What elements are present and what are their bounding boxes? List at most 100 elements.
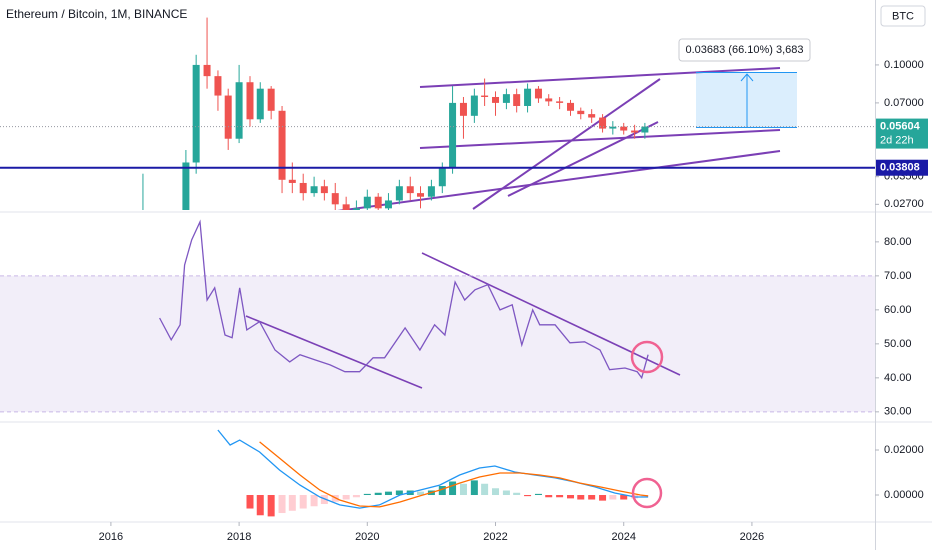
histogram-bar (492, 488, 500, 496)
rsi-line (159, 219, 649, 380)
candle-body (427, 186, 435, 197)
candle-body (459, 102, 467, 116)
highlight-circle (631, 477, 663, 509)
price-drawings (337, 67, 781, 210)
y-tick-label: 0.07000 (884, 97, 924, 109)
candle-body (567, 102, 575, 111)
candle-body (342, 204, 350, 210)
last-price-box (876, 118, 928, 149)
y-tick-label: 70.00 (884, 270, 912, 282)
candle-body (577, 110, 585, 115)
x-tick-label: 2022 (483, 531, 507, 543)
x-tick-label: 2016 (99, 531, 123, 543)
measure-arrowhead (740, 73, 754, 82)
trend-line (419, 67, 781, 88)
horizontal-line-label: 0.03808 (880, 162, 920, 174)
candle-body (406, 186, 414, 194)
histogram-bar (320, 495, 328, 505)
trend-line (419, 129, 781, 149)
histogram-bar (470, 480, 478, 496)
candle-body (438, 167, 446, 187)
histogram-bar (342, 495, 350, 500)
y-tick-label: 0.10000 (884, 59, 924, 71)
measure-label-box (678, 38, 811, 62)
y-tick-label: 0.00000 (884, 489, 924, 501)
histogram-bar (246, 495, 254, 509)
histogram-bar (363, 493, 371, 496)
currency-box[interactable] (880, 5, 926, 27)
histogram-bar (288, 495, 296, 511)
candle-body (588, 114, 596, 118)
candle-body (320, 186, 328, 194)
rsi-band (0, 275, 875, 412)
histogram-bar (299, 495, 307, 509)
histogram-bar (481, 483, 489, 496)
candle-body (641, 126, 649, 133)
histogram-bar (567, 495, 575, 499)
x-tick-label: 2026 (740, 531, 764, 543)
candle-body (310, 186, 318, 194)
histogram-bar (502, 490, 510, 496)
histogram-bar (374, 492, 382, 496)
y-tick-label: 30.00 (884, 406, 912, 418)
y-tick-label: 50.00 (884, 338, 912, 350)
histogram-bar (577, 495, 585, 500)
currency-label[interactable]: BTC (892, 10, 914, 22)
candle-body (417, 193, 425, 197)
histogram-bar (459, 483, 467, 496)
y-tick-label: 0.02000 (884, 444, 924, 456)
rsi-drawings (245, 252, 681, 389)
candle-body (331, 193, 339, 205)
candle-body (214, 76, 222, 96)
histogram-bar (556, 495, 564, 498)
candle-body (449, 102, 457, 168)
candle-body (246, 82, 254, 120)
candle-body (235, 82, 243, 139)
candle-body (609, 126, 617, 129)
candle-body (192, 64, 200, 163)
candle-body (395, 186, 403, 201)
highlight-circle (630, 340, 664, 374)
candle-body (256, 88, 264, 120)
candles (142, 17, 649, 210)
candle-body (470, 95, 478, 116)
x-tick-label: 2024 (611, 531, 635, 543)
histogram-bar (620, 495, 628, 500)
y-tick-label: 60.00 (884, 304, 912, 316)
candle-body (481, 95, 489, 97)
measure-label: 0.03683 (66.10%) 3,683 (685, 44, 803, 56)
y-tick-label: 80.00 (884, 236, 912, 248)
candle-body (513, 94, 521, 106)
candle-body (299, 182, 307, 194)
candle-body (384, 200, 392, 209)
rsi-trend-line (245, 315, 423, 389)
histogram-bar (310, 495, 318, 507)
candle-body (374, 196, 382, 209)
rsi-trend-line (421, 252, 681, 376)
histogram-bar (267, 495, 275, 517)
candle-body (267, 88, 275, 111)
histogram-bar (599, 495, 607, 501)
candle-body (203, 64, 211, 77)
horizontal-line-box (876, 159, 928, 176)
countdown-label: 2d 22h (880, 134, 914, 146)
x-tick-label: 2018 (227, 531, 251, 543)
candle-body (545, 98, 553, 102)
histogram-bar (417, 491, 425, 496)
y-tick-label: 40.00 (884, 372, 912, 384)
candle-body (502, 94, 510, 103)
candle-body (524, 88, 532, 106)
candle-body (534, 88, 542, 99)
macd-line (259, 441, 649, 508)
histogram-bar (352, 495, 360, 498)
histogram-bar (524, 495, 532, 497)
candle-body (288, 179, 296, 183)
histogram-bar (256, 495, 264, 516)
histogram-bar (609, 495, 617, 500)
last-price-label: 0.05604 (880, 120, 921, 132)
candle-body (352, 208, 360, 210)
y-tick-label: 0.02700 (884, 198, 924, 210)
